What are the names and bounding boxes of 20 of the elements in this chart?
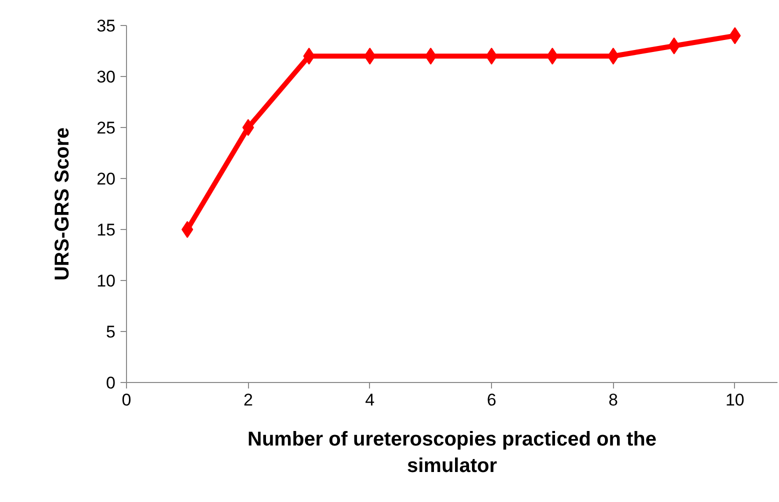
y-tick-label: 5 (106, 322, 116, 342)
x-tick-label: 4 (365, 390, 375, 410)
y-tick-label: 0 (106, 374, 116, 392)
x-tick-label: 6 (486, 390, 496, 410)
point (424, 48, 437, 65)
y-tick-label: 10 (96, 272, 116, 290)
y-tick-label: 15 (96, 220, 116, 240)
x-axis-title: Number of ureteroscopies practiced on the simulator (248, 428, 656, 477)
x-tick-label: 10 (725, 390, 744, 410)
point (242, 119, 254, 136)
y-tick-label: 35 (96, 16, 116, 36)
x-tick-label: 0 (122, 390, 132, 410)
y-tick-label: 25 (96, 118, 116, 138)
point (607, 48, 620, 65)
y-tick-label: 30 (96, 68, 116, 86)
y-axis-title: URS-GRS Score (52, 127, 74, 281)
x-tick-label: 8 (608, 390, 618, 410)
y-tick-label: 20 (96, 170, 116, 188)
x-tick-label: 2 (243, 390, 253, 410)
point (182, 221, 194, 238)
